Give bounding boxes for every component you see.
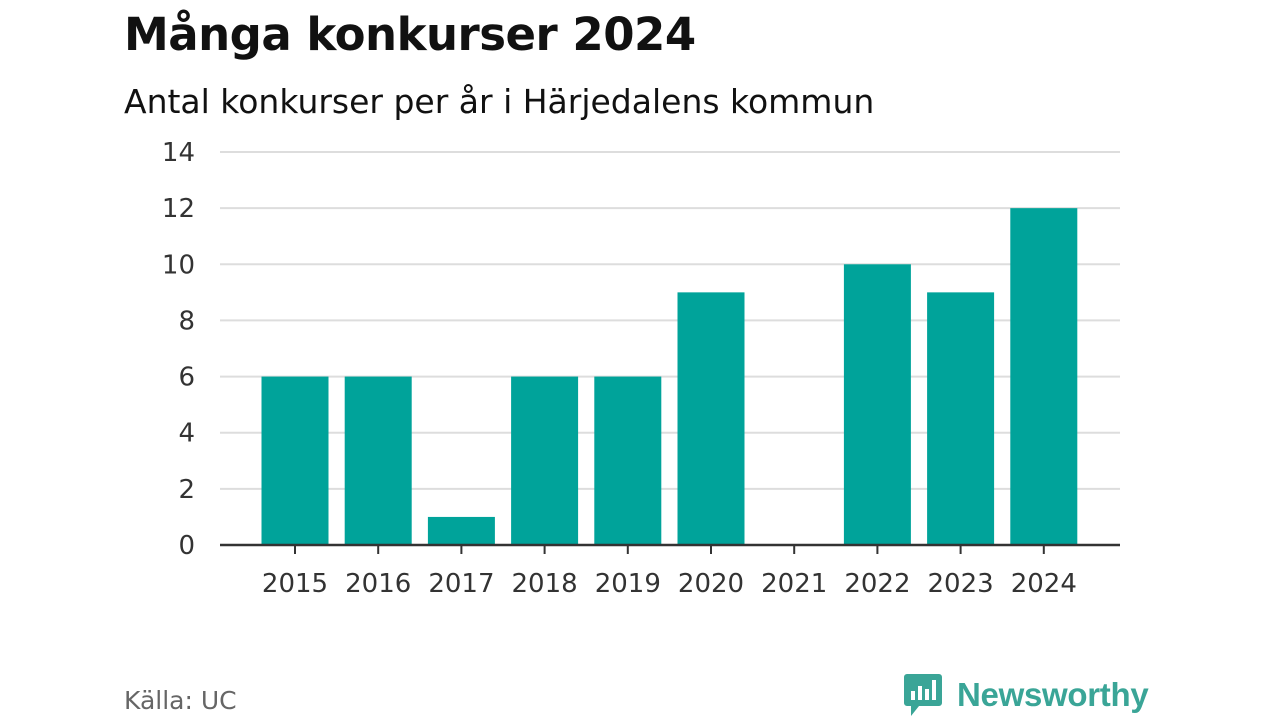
bar-2018 [511,376,579,545]
bar-chart: 0 2 4 6 8 10 12 14 2015 2016 2017 2018 2019 2020 2021… [162,138,1120,599]
y-tick-label: 4 [178,419,195,449]
x-tick-label: 2015 [262,569,328,599]
bar-2019 [594,376,662,545]
bar-2016 [344,376,412,545]
x-tick-label: 2022 [844,569,910,599]
x-tick-label: 2016 [345,569,411,599]
bar-2017 [427,516,495,545]
y-tick-label: 6 [178,363,195,393]
bar-2024 [1010,208,1078,545]
x-tick-label: 2020 [678,569,744,599]
bars [261,208,1078,545]
x-axis: 2015 2016 2017 2018 2019 2020 2021 2022 2023 2024 [220,543,1120,599]
x-tick-label: 2017 [428,569,494,599]
bar-2015 [261,376,329,545]
newsworthy-logo-icon [904,674,942,716]
source-note: Källa: UC [124,686,237,715]
y-tick-label: 8 [178,306,195,336]
y-tick-label: 10 [162,250,195,280]
x-tick-label: 2018 [512,569,578,599]
x-tick-label: 2021 [761,569,827,599]
y-tick-label: 14 [162,138,195,168]
y-tick-label: 0 [178,531,195,561]
bar-2023 [927,292,995,545]
chart-subtitle: Antal konkurser per år i Härjedalens kom… [124,82,875,121]
x-tick-label: 2024 [1011,569,1077,599]
x-tick-label: 2019 [595,569,661,599]
brand-name: Newsworthy [957,676,1149,713]
chart-title: Många konkurser 2024 [124,8,696,61]
bar-2022 [843,264,911,545]
brand-logo[interactable]: Newsworthy [903,670,1149,720]
y-tick-label: 12 [162,194,195,224]
y-tick-label: 2 [178,475,195,505]
y-axis-ticks: 0 2 4 6 8 10 12 14 [162,138,195,561]
bar-2020 [677,292,745,545]
x-tick-label: 2023 [928,569,994,599]
